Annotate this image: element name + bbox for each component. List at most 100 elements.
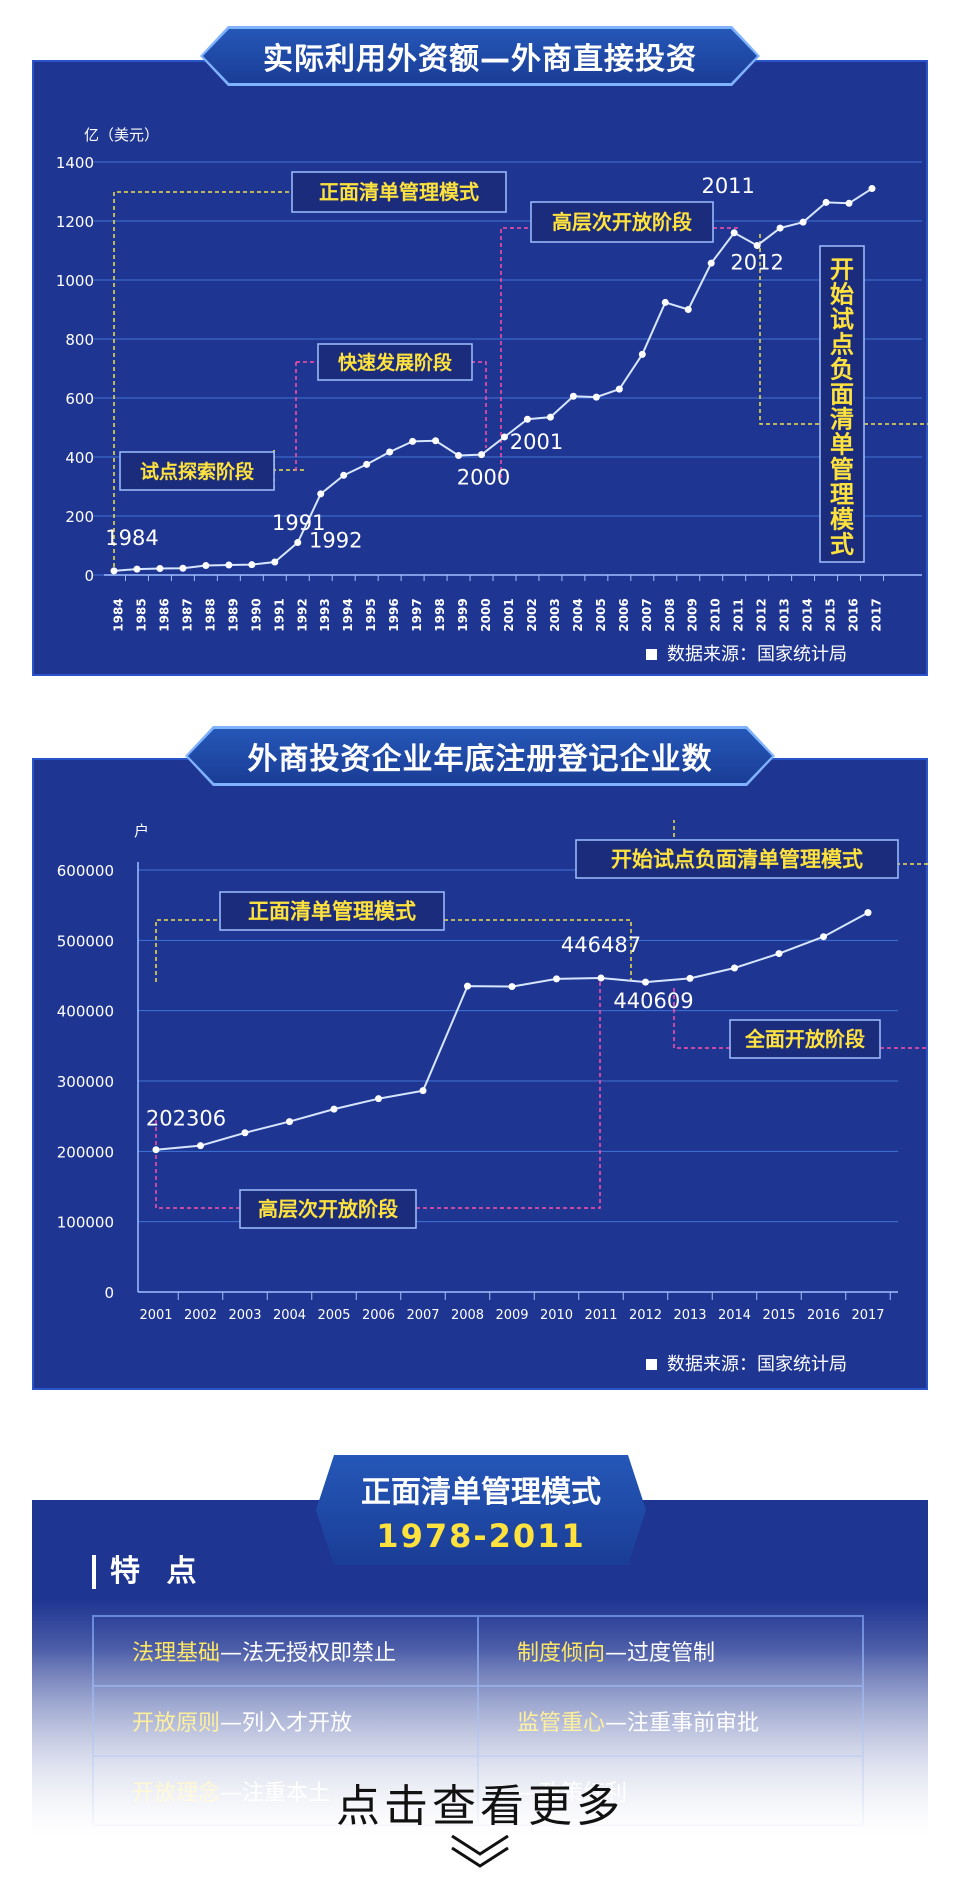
chart2-xtick: 2006 xyxy=(362,1308,395,1323)
chart2-xtick: 2015 xyxy=(762,1308,795,1323)
chart1-point xyxy=(271,558,279,566)
chart2-ytick: 600000 xyxy=(57,862,114,880)
chart1-point xyxy=(432,437,440,445)
chart1-panel: 亿（美元） 0 200 400 600 800 1000 1200 1400 1984 1985 19… xyxy=(32,60,928,676)
chart2-point xyxy=(419,1087,427,1095)
chart2-ytick: 100000 xyxy=(57,1214,114,1232)
chart2-xtick: 2003 xyxy=(228,1308,261,1323)
chart1-point-label: 2000 xyxy=(457,466,510,490)
read-more-link[interactable]: 点击查看更多 xyxy=(336,1781,624,1832)
chart1-point xyxy=(799,218,807,226)
chart1-point xyxy=(340,471,348,479)
chart1-xtick: 2014 xyxy=(801,598,815,631)
chart1-point xyxy=(202,562,210,570)
chart1-ann-trial: 试点探索阶段 xyxy=(140,460,255,483)
chart1-point xyxy=(730,229,738,237)
chart1-xtick: 2000 xyxy=(479,598,493,631)
chart1-source: 数据来源：国家统计局 xyxy=(646,640,847,666)
chart2-svg: 户 0 100000 200000 300000 400000 500000 600000 20… xyxy=(57,820,928,1323)
chart1-xtick: 2012 xyxy=(755,598,769,631)
chart1-xtick: 1996 xyxy=(387,598,401,631)
chart1-xtick: 1986 xyxy=(157,598,171,631)
feature-cell: 制度倾向 —过度管制 xyxy=(478,1616,863,1686)
chart1-point xyxy=(753,241,761,249)
chart1-xtick: 2001 xyxy=(502,598,516,631)
chart2-point xyxy=(152,1146,160,1154)
chart2-point xyxy=(197,1142,204,1150)
chart1-ytick: 1400 xyxy=(56,154,94,172)
chart2-point xyxy=(731,964,738,972)
chart1-ytick: 1000 xyxy=(56,272,94,290)
chart1-ann-fast-box xyxy=(317,343,473,381)
feature-cell: 监管重心 —注重事前审批 xyxy=(478,1686,863,1756)
chart2-ytick: 300000 xyxy=(57,1073,114,1091)
chart1-point xyxy=(409,437,417,445)
chart1-point xyxy=(845,199,853,207)
chart2-ann-positive-box xyxy=(219,891,445,931)
chart1-point xyxy=(707,259,715,267)
chart2-point-label: 202306 xyxy=(146,1107,226,1131)
feature-cell: 法理基础 —法无授权即禁止 xyxy=(93,1616,478,1686)
chart1-xtick: 2003 xyxy=(548,598,562,631)
chart1-xtick: 2010 xyxy=(709,598,723,631)
chart1-point xyxy=(179,564,187,572)
chart1-xtick: 1987 xyxy=(180,598,194,631)
chart2-guide-positive xyxy=(155,919,222,982)
chart1-ann-negative-char: 单 xyxy=(830,431,854,459)
chart1-point xyxy=(317,490,325,498)
chart2-guide-positive-r xyxy=(444,919,632,980)
chart2-point xyxy=(553,975,560,983)
chart1-ytick: 1200 xyxy=(56,213,94,231)
chart1-point xyxy=(225,561,233,569)
chart2-xtick: 2010 xyxy=(540,1308,573,1323)
chart1-ann-negative-box xyxy=(819,245,865,563)
chart1-ann-fast: 快速发展阶段 xyxy=(338,351,453,374)
chart2-point xyxy=(464,982,471,990)
chart2-title: 外商投资企业年底注册登记企业数 xyxy=(188,729,772,783)
chart2-ann-positive: 正面清单管理模式 xyxy=(248,900,416,924)
chart1-xtick: 2017 xyxy=(870,598,884,631)
chart2-ann-negative: 开始试点负面清单管理模式 xyxy=(611,848,863,872)
chart2-panel: 户 0 100000 200000 300000 400000 500000 600000 20… xyxy=(32,758,928,1390)
chart1-point xyxy=(822,198,830,206)
chart2-ytick: 200000 xyxy=(57,1143,114,1161)
chart1-xtick: 1993 xyxy=(318,598,332,631)
chart1-point xyxy=(868,185,876,193)
chart2-source: 数据来源：国家统计局 xyxy=(646,1350,847,1376)
chart1-ann-negative-char: 清 xyxy=(830,406,854,434)
chart1-xtick: 2004 xyxy=(571,598,585,631)
chart1-ann-trial-box xyxy=(119,451,275,491)
chart1-point xyxy=(684,306,692,313)
chart1-guide-positive xyxy=(113,191,292,567)
chart2-xtick: 2002 xyxy=(184,1308,217,1323)
chart1-ann-high: 高层次开放阶段 xyxy=(552,210,692,234)
chart2-xtick: 2008 xyxy=(451,1308,484,1323)
chart1-point xyxy=(661,298,669,306)
chart1-xtick: 2015 xyxy=(824,598,838,631)
chart1-ann-negative-char: 试 xyxy=(830,306,854,334)
chart2-xtick: 2013 xyxy=(673,1308,706,1323)
chart1-xtick: 1990 xyxy=(249,598,263,631)
chart1-xtick: 1997 xyxy=(410,598,424,631)
chart1-guide-negative xyxy=(759,234,928,425)
chart2-xtick: 2017 xyxy=(851,1308,884,1323)
chart2-xtick: 2007 xyxy=(406,1308,439,1323)
chart1-guide-trial xyxy=(273,450,304,471)
chart1-xtick: 1998 xyxy=(433,598,447,631)
chart1-xtick: 2007 xyxy=(640,598,654,631)
chevron-down-icon[interactable] xyxy=(448,1832,512,1872)
chart1-xtick: 2016 xyxy=(847,598,861,631)
chart1-ytick: 600 xyxy=(65,390,94,408)
chart1-point-label: 2011 xyxy=(701,174,754,198)
chart2-guide-high xyxy=(155,1120,240,1209)
chart1-ytick: 0 xyxy=(84,567,94,585)
chart2-point xyxy=(597,974,605,982)
features-heading: 特 点 xyxy=(92,1555,204,1589)
source-marker-icon xyxy=(646,1359,657,1370)
chart2-xtick: 2004 xyxy=(273,1308,306,1323)
chart2-point xyxy=(508,983,516,991)
chart1-ann-negative-char: 理 xyxy=(830,481,854,509)
source-marker-icon xyxy=(646,649,657,660)
chart1-svg: 亿（美元） 0 200 400 600 800 1000 1200 1400 1984 1985 19… xyxy=(56,126,928,632)
chart1-xtick: 2005 xyxy=(594,598,608,631)
